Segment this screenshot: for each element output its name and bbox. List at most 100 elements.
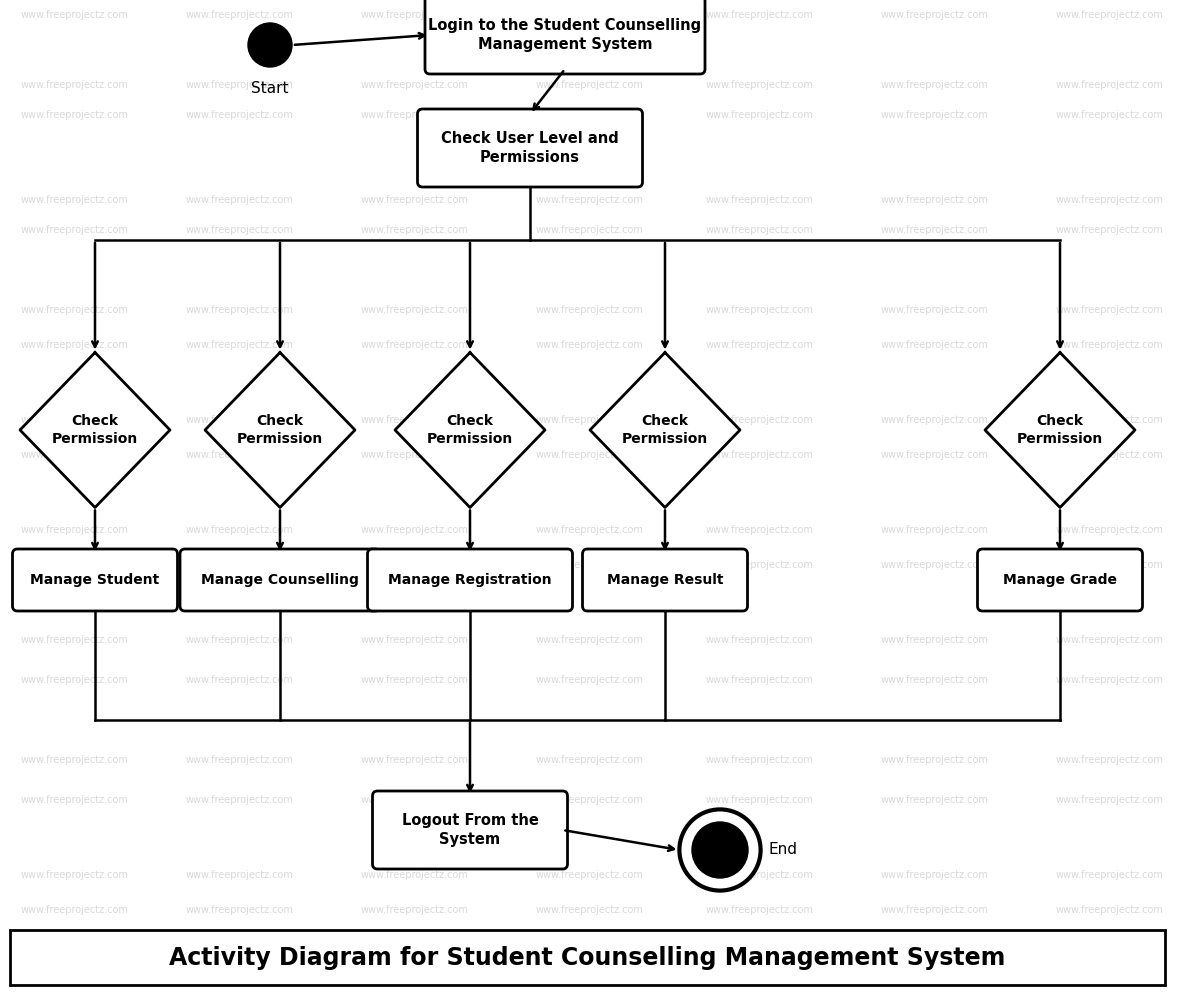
Text: www.freeprojectz.com: www.freeprojectz.com xyxy=(881,870,990,880)
Text: www.freeprojectz.com: www.freeprojectz.com xyxy=(1055,560,1164,570)
Text: www.freeprojectz.com: www.freeprojectz.com xyxy=(536,110,644,120)
Text: Login to the Student Counselling
Management System: Login to the Student Counselling Managem… xyxy=(429,18,702,52)
Text: www.freeprojectz.com: www.freeprojectz.com xyxy=(186,795,294,805)
Text: www.freeprojectz.com: www.freeprojectz.com xyxy=(706,905,814,915)
Text: Logout From the
System: Logout From the System xyxy=(402,813,538,847)
Text: www.freeprojectz.com: www.freeprojectz.com xyxy=(536,80,644,90)
FancyBboxPatch shape xyxy=(425,0,704,74)
Text: www.freeprojectz.com: www.freeprojectz.com xyxy=(186,195,294,205)
Text: www.freeprojectz.com: www.freeprojectz.com xyxy=(1055,525,1164,535)
Text: www.freeprojectz.com: www.freeprojectz.com xyxy=(21,675,128,685)
Text: www.freeprojectz.com: www.freeprojectz.com xyxy=(881,560,990,570)
Text: www.freeprojectz.com: www.freeprojectz.com xyxy=(1055,225,1164,235)
Text: www.freeprojectz.com: www.freeprojectz.com xyxy=(362,560,469,570)
Text: www.freeprojectz.com: www.freeprojectz.com xyxy=(1055,340,1164,350)
Text: www.freeprojectz.com: www.freeprojectz.com xyxy=(706,870,814,880)
FancyBboxPatch shape xyxy=(978,549,1143,611)
Text: www.freeprojectz.com: www.freeprojectz.com xyxy=(706,10,814,20)
Text: www.freeprojectz.com: www.freeprojectz.com xyxy=(186,755,294,765)
Text: www.freeprojectz.com: www.freeprojectz.com xyxy=(1055,755,1164,765)
Text: www.freeprojectz.com: www.freeprojectz.com xyxy=(1055,450,1164,460)
Text: www.freeprojectz.com: www.freeprojectz.com xyxy=(21,870,128,880)
Text: www.freeprojectz.com: www.freeprojectz.com xyxy=(536,10,644,20)
Text: www.freeprojectz.com: www.freeprojectz.com xyxy=(186,340,294,350)
Text: www.freeprojectz.com: www.freeprojectz.com xyxy=(186,10,294,20)
Text: www.freeprojectz.com: www.freeprojectz.com xyxy=(706,305,814,315)
Text: www.freeprojectz.com: www.freeprojectz.com xyxy=(536,560,644,570)
Polygon shape xyxy=(395,353,545,508)
Text: www.freeprojectz.com: www.freeprojectz.com xyxy=(881,905,990,915)
Text: Check
Permission: Check Permission xyxy=(237,414,323,445)
Text: Check
Permission: Check Permission xyxy=(1017,414,1103,445)
Text: www.freeprojectz.com: www.freeprojectz.com xyxy=(186,415,294,425)
Text: www.freeprojectz.com: www.freeprojectz.com xyxy=(706,415,814,425)
Text: www.freeprojectz.com: www.freeprojectz.com xyxy=(881,305,990,315)
Text: Manage Result: Manage Result xyxy=(607,573,723,587)
Text: www.freeprojectz.com: www.freeprojectz.com xyxy=(362,450,469,460)
Text: www.freeprojectz.com: www.freeprojectz.com xyxy=(881,635,990,645)
Text: www.freeprojectz.com: www.freeprojectz.com xyxy=(21,635,128,645)
Text: www.freeprojectz.com: www.freeprojectz.com xyxy=(706,340,814,350)
FancyBboxPatch shape xyxy=(368,549,573,611)
Text: www.freeprojectz.com: www.freeprojectz.com xyxy=(1055,195,1164,205)
Text: www.freeprojectz.com: www.freeprojectz.com xyxy=(881,525,990,535)
Text: www.freeprojectz.com: www.freeprojectz.com xyxy=(536,905,644,915)
Text: www.freeprojectz.com: www.freeprojectz.com xyxy=(881,10,990,20)
Text: www.freeprojectz.com: www.freeprojectz.com xyxy=(21,795,128,805)
Text: www.freeprojectz.com: www.freeprojectz.com xyxy=(706,635,814,645)
Text: www.freeprojectz.com: www.freeprojectz.com xyxy=(21,450,128,460)
Text: www.freeprojectz.com: www.freeprojectz.com xyxy=(706,795,814,805)
Polygon shape xyxy=(590,353,740,508)
Text: www.freeprojectz.com: www.freeprojectz.com xyxy=(21,755,128,765)
Text: www.freeprojectz.com: www.freeprojectz.com xyxy=(1055,10,1164,20)
Text: www.freeprojectz.com: www.freeprojectz.com xyxy=(21,10,128,20)
Text: www.freeprojectz.com: www.freeprojectz.com xyxy=(186,675,294,685)
Text: Check
Permission: Check Permission xyxy=(426,414,514,445)
Text: www.freeprojectz.com: www.freeprojectz.com xyxy=(536,415,644,425)
Text: www.freeprojectz.com: www.freeprojectz.com xyxy=(881,225,990,235)
Text: www.freeprojectz.com: www.freeprojectz.com xyxy=(362,525,469,535)
Text: www.freeprojectz.com: www.freeprojectz.com xyxy=(881,795,990,805)
Text: www.freeprojectz.com: www.freeprojectz.com xyxy=(1055,905,1164,915)
Text: www.freeprojectz.com: www.freeprojectz.com xyxy=(21,305,128,315)
FancyBboxPatch shape xyxy=(180,549,380,611)
FancyBboxPatch shape xyxy=(417,109,642,187)
Text: www.freeprojectz.com: www.freeprojectz.com xyxy=(706,675,814,685)
Text: www.freeprojectz.com: www.freeprojectz.com xyxy=(186,525,294,535)
Text: www.freeprojectz.com: www.freeprojectz.com xyxy=(186,110,294,120)
Text: Check
Permission: Check Permission xyxy=(52,414,138,445)
Text: www.freeprojectz.com: www.freeprojectz.com xyxy=(706,80,814,90)
Text: www.freeprojectz.com: www.freeprojectz.com xyxy=(362,195,469,205)
Polygon shape xyxy=(985,353,1134,508)
Text: www.freeprojectz.com: www.freeprojectz.com xyxy=(706,525,814,535)
Text: www.freeprojectz.com: www.freeprojectz.com xyxy=(536,225,644,235)
Text: www.freeprojectz.com: www.freeprojectz.com xyxy=(536,795,644,805)
Text: www.freeprojectz.com: www.freeprojectz.com xyxy=(881,340,990,350)
Text: www.freeprojectz.com: www.freeprojectz.com xyxy=(881,675,990,685)
Text: www.freeprojectz.com: www.freeprojectz.com xyxy=(1055,870,1164,880)
FancyBboxPatch shape xyxy=(372,791,568,869)
Text: www.freeprojectz.com: www.freeprojectz.com xyxy=(536,755,644,765)
Text: www.freeprojectz.com: www.freeprojectz.com xyxy=(186,80,294,90)
Text: www.freeprojectz.com: www.freeprojectz.com xyxy=(362,340,469,350)
Text: www.freeprojectz.com: www.freeprojectz.com xyxy=(362,795,469,805)
Circle shape xyxy=(680,809,761,891)
Text: www.freeprojectz.com: www.freeprojectz.com xyxy=(536,525,644,535)
Text: www.freeprojectz.com: www.freeprojectz.com xyxy=(536,305,644,315)
Text: www.freeprojectz.com: www.freeprojectz.com xyxy=(186,305,294,315)
Text: www.freeprojectz.com: www.freeprojectz.com xyxy=(186,560,294,570)
Text: www.freeprojectz.com: www.freeprojectz.com xyxy=(21,110,128,120)
Text: www.freeprojectz.com: www.freeprojectz.com xyxy=(362,225,469,235)
Text: Manage Grade: Manage Grade xyxy=(1002,573,1117,587)
Text: www.freeprojectz.com: www.freeprojectz.com xyxy=(186,635,294,645)
Text: www.freeprojectz.com: www.freeprojectz.com xyxy=(536,340,644,350)
Text: www.freeprojectz.com: www.freeprojectz.com xyxy=(362,755,469,765)
Text: www.freeprojectz.com: www.freeprojectz.com xyxy=(186,905,294,915)
Text: www.freeprojectz.com: www.freeprojectz.com xyxy=(186,225,294,235)
Text: www.freeprojectz.com: www.freeprojectz.com xyxy=(1055,635,1164,645)
Text: www.freeprojectz.com: www.freeprojectz.com xyxy=(21,525,128,535)
Text: www.freeprojectz.com: www.freeprojectz.com xyxy=(21,415,128,425)
FancyBboxPatch shape xyxy=(9,930,1165,985)
Text: www.freeprojectz.com: www.freeprojectz.com xyxy=(536,195,644,205)
Text: Check User Level and
Permissions: Check User Level and Permissions xyxy=(441,131,618,165)
